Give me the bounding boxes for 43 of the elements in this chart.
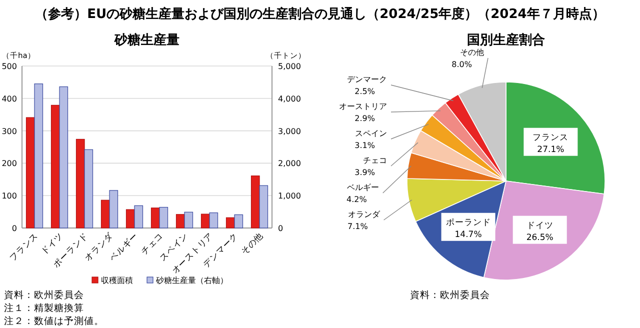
- x-tick-label: その他: [238, 230, 266, 258]
- y2-tick-label: 5,000: [278, 62, 301, 71]
- y-tick-label: 500: [2, 62, 17, 71]
- slice-label: オーストリア: [339, 102, 387, 111]
- slice-label: ベルギー: [346, 183, 379, 192]
- slice-label: スペイン: [355, 129, 387, 138]
- data-label: 2.9%: [354, 114, 376, 123]
- data-label: 3.1%: [354, 141, 376, 150]
- chart-title: 国別生産割合: [467, 32, 545, 48]
- x-tick-label: フランス: [8, 231, 41, 264]
- y2-tick-label: 4,000: [278, 94, 301, 104]
- data-label: 4.2%: [346, 195, 368, 204]
- text: （参考）EUの砂糖生産量および国別の生産割合の見通し（2024/25年度）（2024年７月時点）: [35, 6, 605, 22]
- slice-label: ドイツ: [526, 220, 554, 231]
- y2-tick-label: 1,000: [278, 192, 301, 201]
- slice-label: オランダ: [348, 210, 381, 219]
- data-label: 7.1%: [347, 222, 368, 231]
- data-label: 14.7%: [454, 230, 482, 240]
- y-tick-label: 0: [12, 224, 17, 233]
- text: 資料：欧州委員会: [410, 289, 490, 301]
- data-label: 2.5%: [354, 87, 376, 96]
- slice-label: チェコ: [363, 156, 387, 165]
- data-label: 26.5%: [526, 232, 554, 243]
- text: 注２：数値は予測値。: [4, 315, 104, 327]
- legend-label: 収穫面積: [101, 276, 133, 285]
- chart-subtitle: 砂糖生産量: [114, 32, 180, 48]
- text: 資料：欧州委員会: [4, 289, 84, 301]
- y-tick-label: 300: [2, 126, 17, 136]
- y2-tick-label: 0: [278, 224, 284, 233]
- data-label: 8.0%: [452, 60, 472, 69]
- y-tick-label: 100: [2, 192, 17, 201]
- text: 注１：精製糖換算: [4, 302, 84, 314]
- slice-label: その他: [460, 48, 484, 57]
- y-tick-label: 200: [2, 159, 17, 168]
- y-tick-label: 400: [2, 94, 17, 104]
- y2-tick-label: 3,000: [278, 126, 301, 136]
- slice-label: デンマーク: [347, 75, 387, 84]
- slice-label: ポーランド: [446, 218, 491, 228]
- data-label: 27.1%: [537, 144, 564, 155]
- slice-label: フランス: [532, 132, 569, 143]
- y2-tick-label: 2,000: [278, 159, 301, 168]
- data-label: 3.9%: [354, 168, 376, 177]
- legend-label: 砂糖生産量（右軸）: [155, 276, 228, 285]
